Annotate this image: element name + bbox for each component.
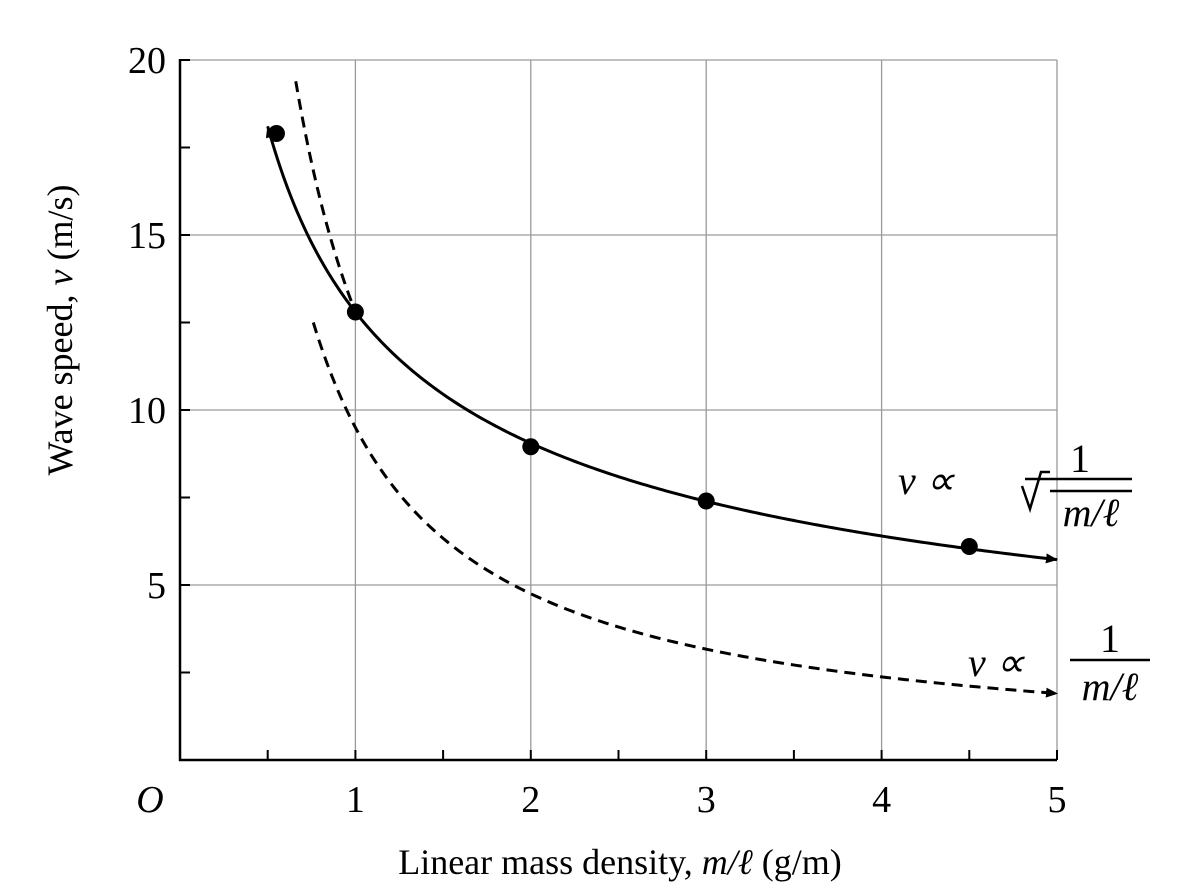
y-axis-title-var: v bbox=[40, 269, 80, 285]
y-tick-label: 15 bbox=[128, 215, 166, 257]
dashed-curve-1 bbox=[294, 80, 357, 313]
data-point bbox=[960, 538, 978, 555]
tick-marks bbox=[180, 59, 1058, 760]
x-tick-label: 1 bbox=[346, 779, 365, 821]
tick-labels: 1 2 3 4 5 5 10 15 20 bbox=[128, 40, 1067, 821]
x-tick-label: 4 bbox=[872, 779, 891, 821]
solid-curve bbox=[265, 125, 1058, 564]
data-point bbox=[522, 438, 540, 456]
annotation-inverse-numerator: 1 bbox=[1100, 616, 1120, 661]
x-axis-title-unit: (g/m) bbox=[753, 842, 842, 882]
data-point bbox=[267, 125, 285, 142]
y-axis-title: Wave speed, v (m/s) bbox=[40, 184, 80, 475]
y-tick-label: 20 bbox=[128, 40, 166, 82]
dashed-curve-2 bbox=[311, 322, 1058, 698]
annotation-inverse-denominator: m/ℓ bbox=[1082, 664, 1139, 709]
grid bbox=[180, 59, 1058, 760]
annotation-sqrt-radical bbox=[1020, 470, 1050, 514]
y-axis-title-prefix: Wave speed, bbox=[40, 285, 80, 475]
x-tick-label: 5 bbox=[1048, 779, 1067, 821]
series-lines bbox=[265, 80, 1058, 698]
x-tick-label: 3 bbox=[697, 779, 716, 821]
y-axis-title-unit: (m/s) bbox=[40, 184, 80, 269]
x-axis-title-var: m/ℓ bbox=[702, 842, 753, 882]
origin-label: O bbox=[136, 779, 163, 821]
x-axis-title-prefix: Linear mass density, bbox=[398, 842, 702, 882]
y-tick-label: 10 bbox=[128, 390, 166, 432]
data-points bbox=[267, 125, 978, 555]
data-point bbox=[697, 492, 715, 510]
annotation-sqrt-numerator: 1 bbox=[1070, 436, 1090, 481]
x-axis-title: Linear mass density, m/ℓ (g/m) bbox=[398, 842, 842, 882]
data-point bbox=[346, 303, 364, 321]
annotation-inverse: v ∝ 1 m/ℓ bbox=[968, 616, 1150, 709]
annotation-sqrt-denominator: m/ℓ bbox=[1063, 490, 1120, 535]
y-tick-label: 5 bbox=[147, 565, 166, 607]
annotation-inverse-lhs: v ∝ bbox=[968, 640, 1026, 685]
annotation-sqrt: v ∝ 1 m/ℓ bbox=[898, 436, 1132, 535]
annotation-sqrt-lhs: v ∝ bbox=[898, 458, 956, 503]
x-tick-label: 2 bbox=[521, 779, 540, 821]
